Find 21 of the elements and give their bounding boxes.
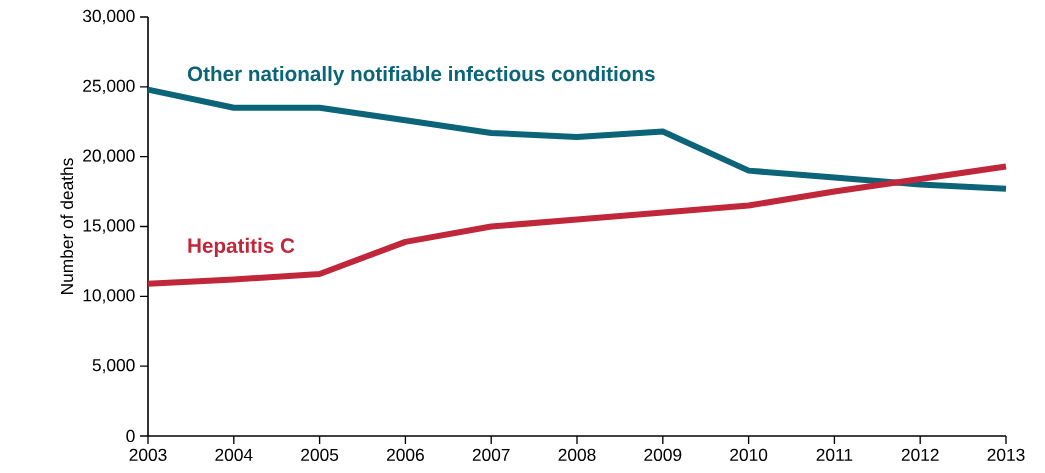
- x-tick-label: 2003: [129, 448, 167, 461]
- y-tick-label: 30,000: [82, 9, 135, 25]
- x-tick-label: 2004: [215, 448, 253, 461]
- y-tick-label: 10,000: [83, 289, 135, 304]
- x-tick-label: 2007: [472, 448, 510, 461]
- x-tick-label: 2013: [987, 448, 1025, 461]
- y-tick-label: 15,000: [83, 219, 135, 234]
- x-tick-label: 2005: [301, 448, 339, 461]
- series-label: Other nationally notifiable infectious conditions: [187, 66, 655, 86]
- x-tick-label: 2008: [558, 448, 596, 461]
- x-tick-label: 2011: [816, 448, 853, 461]
- x-tick-label: 2010: [730, 448, 768, 461]
- y-tick-label: 20,000: [83, 149, 135, 164]
- y-tick-label: 5,000: [92, 358, 135, 374]
- x-tick-label: 2012: [901, 448, 939, 461]
- y-tick-label: 0: [126, 429, 135, 443]
- series-label: Hepatitis C: [188, 237, 295, 258]
- y-tick-label: 25,000: [83, 79, 135, 94]
- x-tick-label: 2006: [387, 448, 424, 461]
- y-axis-title: Number of deaths: [60, 158, 74, 294]
- x-tick-label: 2009: [644, 448, 682, 461]
